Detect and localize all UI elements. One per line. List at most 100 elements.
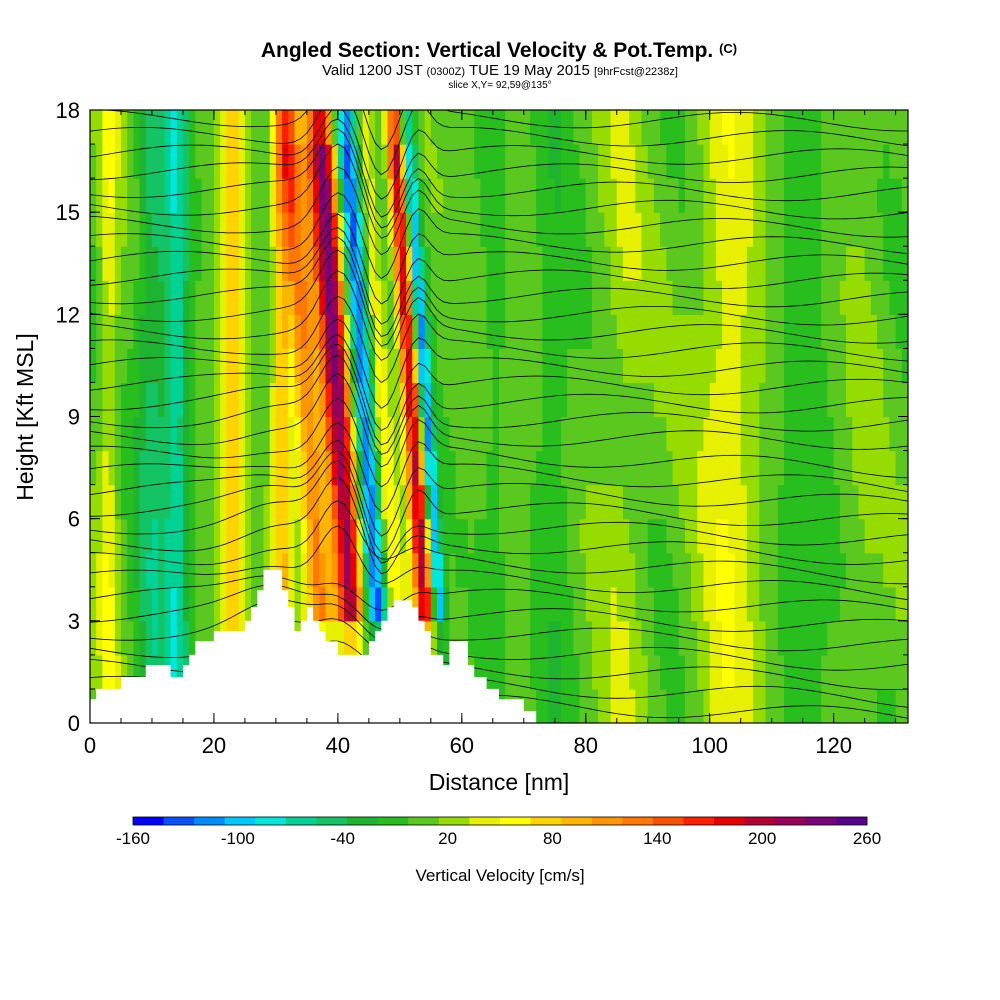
field-cell	[852, 212, 860, 247]
field-cell	[90, 212, 97, 247]
field-cell	[164, 314, 172, 349]
field-cell	[864, 382, 872, 418]
field-cell	[846, 688, 853, 723]
field-cell	[201, 382, 209, 418]
field-cell	[282, 382, 289, 418]
field-cell	[672, 178, 680, 213]
field-cell	[554, 314, 562, 349]
field-cell	[684, 586, 692, 622]
field-cell	[455, 144, 463, 179]
field-cell	[703, 416, 711, 452]
field-cell	[647, 518, 655, 554]
field-cell	[622, 484, 630, 520]
field-cell	[709, 416, 717, 452]
field-cell	[802, 178, 810, 213]
field-cell	[511, 416, 519, 452]
field-cell	[827, 552, 835, 588]
terrain-mask	[90, 569, 537, 723]
field-cell	[96, 212, 103, 247]
field-cell	[802, 552, 810, 588]
field-cell	[127, 348, 134, 384]
field-cell	[697, 654, 705, 690]
x-tick-label: 40	[326, 733, 350, 758]
field-cell	[350, 280, 358, 315]
field-cell	[288, 246, 296, 281]
field-cell	[802, 110, 810, 145]
field-cell	[796, 586, 804, 622]
field-cell	[808, 552, 816, 588]
field-cell	[523, 484, 531, 520]
field-cell	[610, 688, 618, 723]
field-cell	[257, 144, 265, 179]
field-cell	[375, 280, 382, 315]
field-cell	[96, 314, 103, 349]
field-cell	[399, 110, 407, 145]
colorbar-frame	[132, 816, 868, 826]
field-cell	[616, 450, 624, 486]
field-cell	[573, 586, 581, 622]
field-cell	[511, 654, 519, 690]
field-cell	[96, 416, 103, 452]
field-cell	[641, 212, 649, 247]
field-cell	[195, 246, 203, 281]
field-cell	[108, 552, 116, 588]
field-cell	[573, 518, 581, 554]
field-cell	[468, 144, 475, 179]
field-cell	[883, 484, 891, 520]
field-cell	[771, 382, 779, 418]
field-cell	[715, 586, 723, 622]
field-cell	[505, 620, 512, 656]
field-cell	[213, 280, 221, 315]
field-cell	[108, 484, 116, 520]
field-cell	[170, 348, 178, 384]
field-cell	[151, 382, 159, 418]
field-cell	[176, 212, 184, 247]
field-cell	[362, 314, 370, 349]
field-cell	[226, 314, 234, 349]
field-cell	[653, 484, 661, 520]
field-cell	[492, 552, 500, 588]
field-cell	[517, 484, 525, 520]
field-cell	[399, 246, 407, 281]
contour-line	[90, 599, 908, 652]
field-cell	[412, 552, 420, 588]
field-cell	[790, 314, 798, 349]
field-cell	[697, 178, 705, 213]
field-cell	[145, 416, 153, 452]
field-cell	[511, 348, 519, 384]
field-cell	[889, 314, 897, 349]
field-cell	[399, 450, 407, 486]
field-cell	[139, 348, 147, 384]
field-cell	[232, 518, 240, 554]
field-cell	[635, 246, 643, 281]
field-cell	[263, 246, 271, 281]
colorbar-swatch	[744, 817, 776, 825]
field-cell	[678, 348, 686, 384]
field-cell	[901, 348, 908, 384]
field-cell	[430, 416, 438, 452]
colorbar-swatch	[469, 817, 501, 825]
field-cell	[536, 450, 543, 486]
field-cell	[387, 382, 395, 418]
field-cell	[529, 246, 537, 281]
field-cell	[257, 314, 265, 349]
field-cell	[511, 586, 519, 622]
contour-line	[90, 295, 908, 384]
field-cell	[858, 178, 866, 213]
field-cell	[839, 348, 847, 384]
field-cell	[269, 416, 277, 452]
contour-line	[90, 422, 908, 513]
field-cell	[598, 620, 605, 656]
field-cell	[858, 110, 866, 145]
field-cell	[244, 484, 252, 520]
field-cell	[344, 518, 351, 554]
field-cell	[102, 552, 110, 588]
field-cell	[709, 654, 717, 690]
field-cell	[164, 280, 172, 315]
field-cell	[238, 212, 246, 247]
field-cell	[461, 144, 469, 179]
field-cell	[368, 382, 376, 418]
field-cell	[653, 416, 661, 452]
field-cell	[412, 382, 420, 418]
field-cell	[213, 484, 221, 520]
